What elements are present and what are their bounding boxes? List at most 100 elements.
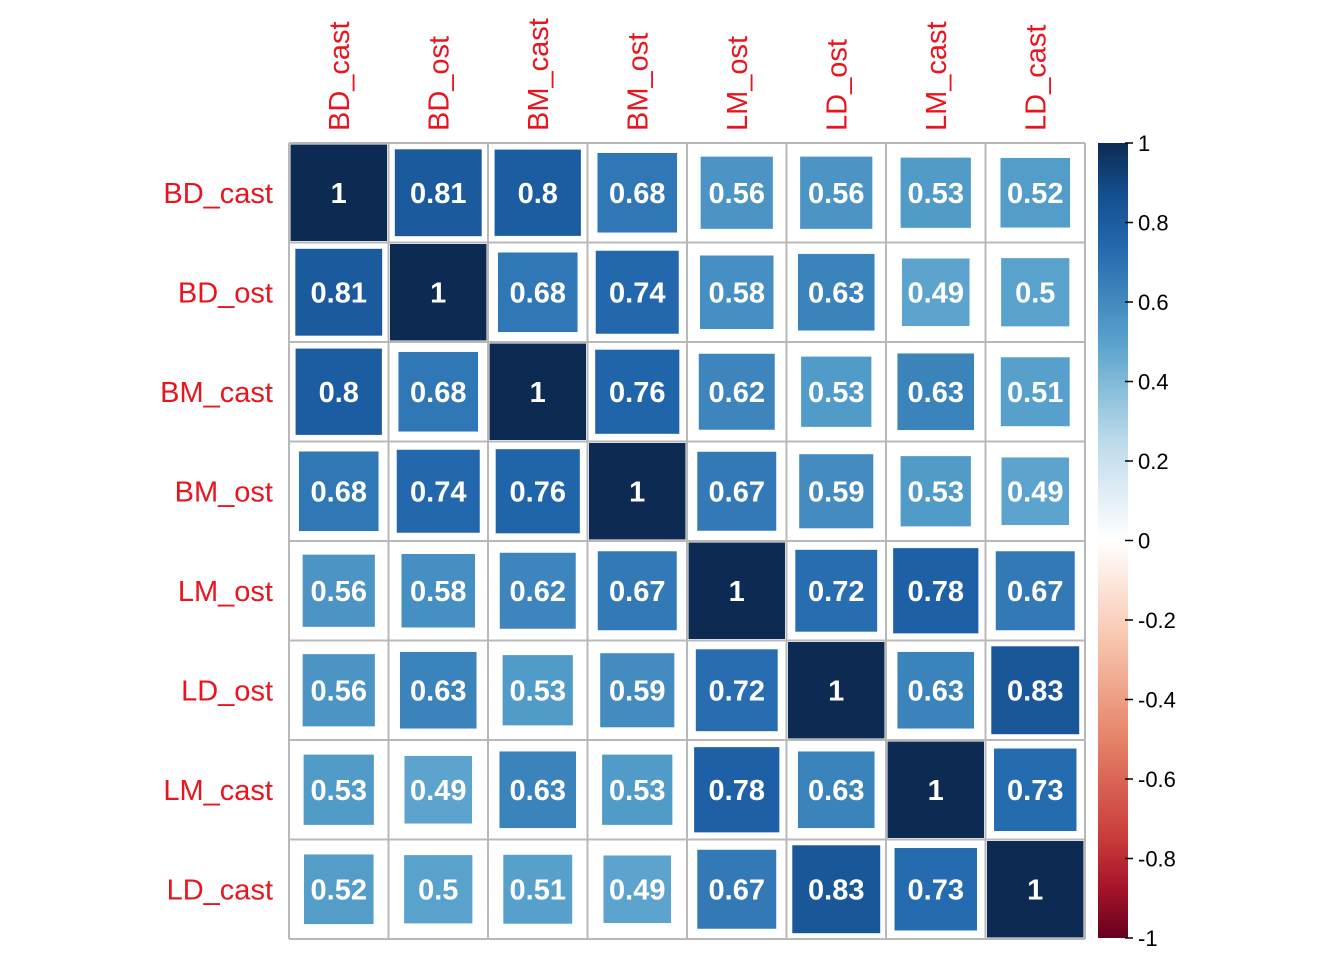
cell-BM_ost-BD_cast (298, 451, 379, 532)
cell-value-BM_cast-BD_ost: 0.68 (410, 377, 466, 409)
cell-value-BM_cast-LM_cast: 0.63 (908, 377, 964, 409)
cell-value-BD_ost-BM_ost: 0.74 (609, 277, 665, 309)
cell-value-BD_ost-BM_cast: 0.68 (510, 277, 566, 309)
cell-LD_cast-BD_ost (404, 855, 473, 924)
cell-BM_ost-LM_cast (900, 456, 971, 527)
cell-value-LD_ost-LD_ost: 1 (828, 675, 844, 707)
cell-LM_cast-LM_cast (887, 741, 984, 838)
row-label-LM_ost: LM_ost (178, 576, 273, 608)
cell-value-LD_cast-LD_ost: 0.83 (808, 874, 864, 906)
cell-value-LM_cast-BD_ost: 0.49 (410, 775, 466, 807)
cell-value-BM_cast-LD_ost: 0.53 (808, 377, 864, 409)
cell-BM_ost-LM_ost (697, 451, 777, 531)
cell-BM_cast-BD_cast (295, 348, 382, 435)
cell-value-LM_ost-LD_cast: 0.67 (1007, 576, 1063, 608)
cell-value-BD_ost-BD_ost: 1 (430, 277, 446, 309)
cell-value-BM_ost-BD_ost: 0.74 (410, 476, 466, 508)
cell-LM_cast-BM_cast (499, 751, 577, 829)
cell-LD_cast-BD_cast (303, 854, 374, 925)
cell-value-BD_ost-LM_ost: 0.58 (709, 277, 765, 309)
cell-BM_cast-BD_ost (398, 351, 479, 432)
cell-LM_ost-LD_cast (995, 551, 1075, 631)
row-label-LM_cast: LM_cast (163, 775, 273, 807)
cell-LM_ost-LD_ost (795, 549, 878, 632)
column-label-LM_ost: LM_ost (722, 36, 754, 131)
cell-value-LD_cast-BD_ost: 0.5 (418, 874, 458, 906)
row-labels: BD_cast BD_ost BM_cast BM_ost LM_ost LD_ost LM… (160, 178, 273, 907)
cell-value-BD_ost-BD_cast: 0.81 (311, 277, 367, 309)
cell-value-LD_ost-LD_cast: 0.83 (1007, 675, 1063, 707)
cell-value-LM_ost-BM_ost: 0.67 (609, 576, 665, 608)
cell-BD_ost-BM_cast (497, 252, 578, 333)
cell-value-LD_cast-BD_cast: 0.52 (311, 874, 367, 906)
cell-value-LD_cast-LM_ost: 0.67 (709, 874, 765, 906)
cell-value-BD_cast-LD_ost: 0.56 (808, 178, 864, 210)
cell-BD_cast-BM_cast (494, 149, 581, 236)
cell-value-LM_ost-LM_ost: 1 (729, 576, 745, 608)
colorbar-tick-label: -1 (1138, 926, 1158, 951)
colorbar-tick-label: 0.4 (1138, 370, 1169, 395)
column-labels: BD_cast BD_ost BM_cast BM_ost LM_ost LD_ost LM… (324, 18, 1053, 131)
cell-LM_cast-BD_cast (303, 754, 374, 825)
cell-LD_cast-LD_cast (987, 841, 1084, 938)
cell-BD_cast-BM_ost (597, 152, 678, 233)
heatmap-grid (288, 142, 1086, 940)
cell-value-LD_ost-BM_cast: 0.53 (510, 675, 566, 707)
cell-value-BM_ost-LD_cast: 0.49 (1007, 476, 1063, 508)
cell-LM_ost-BM_ost (597, 551, 677, 631)
row-label-BM_ost: BM_ost (175, 476, 273, 508)
cell-LM_cast-BM_ost (602, 754, 673, 825)
cell-LM_cast-LM_ost (694, 747, 780, 833)
cell-value-BM_ost-LD_ost: 0.59 (808, 476, 864, 508)
column-label-LD_cast: LD_cast (1020, 25, 1052, 131)
cell-BD_ost-LM_ost (700, 255, 774, 329)
cell-value-LM_cast-LD_ost: 0.63 (808, 775, 864, 807)
cell-value-BD_cast-BM_cast: 0.8 (518, 178, 558, 210)
cell-LD_cast-LM_cast (894, 848, 977, 931)
cell-LD_ost-BD_cast (302, 654, 375, 727)
cell-LD_cast-LM_ost (697, 849, 777, 929)
cell-value-LM_cast-LD_cast: 0.73 (1007, 775, 1063, 807)
cell-value-BD_cast-LM_cast: 0.53 (908, 178, 964, 210)
cell-BD_cast-BD_ost (394, 149, 482, 237)
colorbar-tick-label: 0.8 (1138, 211, 1169, 236)
cell-value-LM_cast-BM_cast: 0.63 (510, 775, 566, 807)
cell-value-LD_cast-BM_cast: 0.51 (510, 874, 566, 906)
cell-value-BM_ost-BM_ost: 1 (629, 476, 645, 508)
cell-LM_cast-LD_ost (797, 751, 875, 829)
row-label-BM_cast: BM_cast (160, 377, 273, 409)
cell-BM_cast-LD_cast (1000, 357, 1070, 427)
row-label-BD_ost: BD_ost (178, 277, 273, 309)
colorbar-tick-label: -0.2 (1138, 608, 1176, 633)
cell-value-LM_ost-LM_cast: 0.78 (908, 576, 964, 608)
cell-LD_cast-BM_cast (503, 854, 573, 924)
cell-BD_ost-BM_ost (595, 250, 679, 334)
column-label-LM_cast: LM_cast (921, 21, 953, 131)
cell-LD_ost-LD_cast (991, 646, 1080, 735)
cell-BM_cast-LD_ost (801, 356, 872, 427)
cell-value-LD_ost-LM_cast: 0.63 (908, 675, 964, 707)
cell-LD_ost-LM_ost (695, 649, 778, 732)
cell-value-BD_cast-BD_ost: 0.81 (410, 178, 466, 210)
colorbar-tick-label: -0.8 (1138, 847, 1176, 872)
cell-value-LM_ost-BD_cast: 0.56 (311, 576, 367, 608)
cell-value-BD_cast-BD_cast: 1 (331, 178, 347, 210)
cell-LM_ost-LM_ost (688, 542, 785, 639)
cell-BD_ost-LD_cast (1001, 258, 1070, 327)
column-label-BD_ost: BD_ost (423, 36, 455, 131)
cell-BD_cast-LD_cast (1000, 157, 1071, 228)
cell-value-BD_ost-LD_ost: 0.63 (808, 277, 864, 309)
colorbar-tick-label: -0.6 (1138, 767, 1176, 792)
cell-BD_ost-LD_ost (797, 253, 875, 331)
column-label-BM_cast: BM_cast (523, 18, 555, 131)
colorbar-tick-label: 0 (1138, 529, 1150, 554)
cell-value-BD_ost-LD_cast: 0.5 (1015, 277, 1055, 309)
cell-LM_ost-BD_ost (401, 554, 475, 628)
row-label-LD_ost: LD_ost (181, 675, 273, 707)
cell-LM_ost-LM_cast (893, 548, 979, 634)
cell-value-BM_cast-BM_cast: 1 (530, 377, 546, 409)
row-label-LD_cast: LD_cast (167, 874, 273, 906)
colorbar-gradient (1098, 143, 1128, 938)
cell-value-BM_cast-BM_ost: 0.76 (609, 377, 665, 409)
